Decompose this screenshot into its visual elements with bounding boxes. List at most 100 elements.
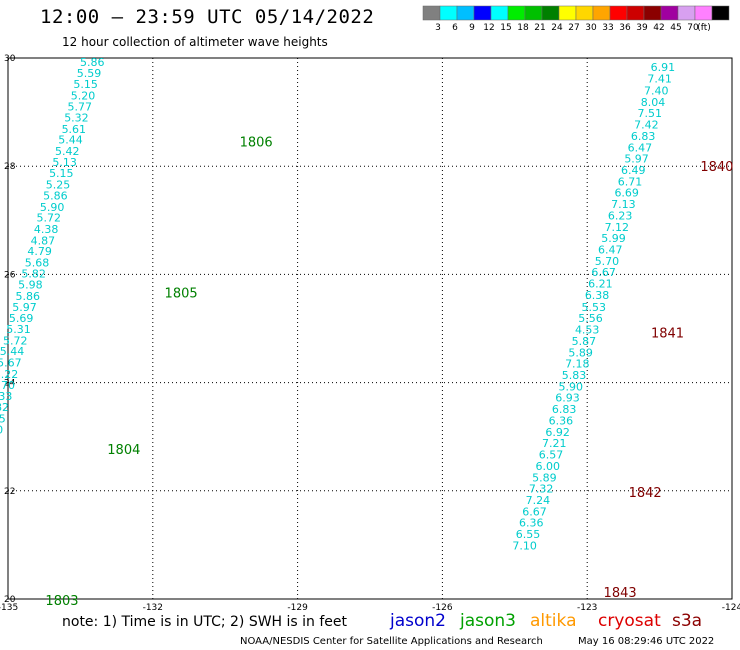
footer-timestamp: May 16 08:29:46 UTC 2022 [578, 636, 714, 647]
wave-height-value: 5.72 [37, 212, 62, 225]
colorbar-label: 12 [483, 23, 494, 33]
pass-time-label: 1843 [604, 586, 637, 601]
wave-height-value: 5.77 [67, 101, 92, 114]
wave-height-value: 6.83 [631, 130, 656, 143]
colorbar-label: 24 [551, 23, 563, 33]
y-tick-label: 20 [4, 595, 16, 605]
pass-time-label: 1840 [700, 160, 733, 175]
colorbar-label: 33 [602, 23, 613, 33]
colorbar-label: 18 [517, 23, 529, 33]
colorbar-swatch [439, 5, 458, 21]
footer-credit: NOAA/NESDIS Center for Satellite Applica… [240, 636, 543, 647]
colorbar-label: 21 [534, 23, 545, 33]
wave-height-value: 5.83 [562, 369, 587, 382]
wave-height-value: 6.83 [552, 403, 577, 416]
wave-height-value: 6.33 [0, 390, 12, 403]
wave-height-value: 6.00 [535, 460, 560, 473]
colorbar-label: 36 [619, 23, 631, 33]
wave-height-value: 4.53 [575, 324, 600, 337]
colorbar-swatch [558, 5, 577, 21]
wave-height-value: 5.89 [568, 346, 593, 359]
colorbar-swatch [694, 5, 713, 21]
pass-time-label: 1806 [240, 135, 273, 150]
x-tick-label: -126 [432, 603, 453, 613]
wave-height-value: 5.70 [0, 379, 15, 392]
y-tick-label: 28 [4, 162, 16, 172]
y-tick-label: 26 [4, 270, 16, 280]
satellite-legend-item: cryosat [598, 611, 661, 631]
pass-time-label: 1805 [165, 286, 198, 301]
wave-height-value: 5.31 [6, 323, 31, 336]
units-note: note: 1) Time is in UTC; 2) SWH is in fe… [62, 614, 348, 630]
wave-height-value: 5.90 [558, 380, 583, 393]
wave-height-value: 5.90 [40, 201, 65, 214]
colorbar-swatch [490, 5, 509, 21]
wave-height-value: 5.61 [62, 123, 87, 136]
y-tick-label: 22 [4, 487, 15, 497]
wave-height-value: 5.15 [73, 78, 98, 91]
wave-height-value: 7.21 [542, 437, 567, 450]
wave-height-value: 6.38 [585, 289, 610, 302]
wave-height-value: 5.99 [601, 232, 626, 245]
wave-height-value: 6.57 [539, 449, 564, 462]
wave-height-value: 6.69 [614, 187, 639, 200]
colorbar-swatch [541, 5, 560, 21]
wave-height-value: 5.25 [46, 179, 71, 192]
wave-height-value: 5.86 [80, 56, 105, 69]
wave-height-value: 5.97 [624, 153, 649, 166]
y-tick-label: 24 [4, 379, 16, 389]
wave-height-value: 6.22 [0, 368, 18, 381]
wave-height-value: 6.47 [598, 244, 623, 257]
wave-height-value: 6.00 [0, 424, 3, 437]
colorbar-label: (ft) [697, 23, 711, 33]
colorbar-swatch [422, 5, 441, 21]
wave-height-value: 5.82 [0, 401, 9, 414]
wave-height-value: 5.53 [582, 301, 607, 314]
wave-height-value: 5.89 [532, 471, 557, 484]
wave-height-value: 5.69 [9, 312, 34, 325]
wave-height-value: 5.44 [58, 134, 83, 147]
colorbar-label: 45 [670, 23, 681, 33]
wave-height-value: 7.24 [526, 494, 551, 507]
colorbar-label: 27 [568, 23, 579, 33]
wave-height-value: 7.13 [611, 198, 636, 211]
satellite-legend-item: jason3 [459, 611, 516, 631]
x-tick-label: -123 [577, 603, 597, 613]
wave-height-value: 6.55 [516, 528, 541, 541]
colorbar-swatch [677, 5, 696, 21]
wave-height-value: 6.47 [628, 141, 653, 154]
wave-height-value: 5.67 [0, 357, 22, 370]
wave-height-value: 7.32 [529, 483, 554, 496]
colorbar-swatch [643, 5, 662, 21]
wave-height-value: 6.49 [621, 164, 646, 177]
colorbar-swatch [524, 5, 543, 21]
pass-time-label: 1803 [45, 594, 78, 609]
colorbar-label: 15 [500, 23, 511, 33]
wave-height-value: 7.51 [637, 107, 662, 120]
x-tick-label: -132 [143, 603, 163, 613]
satellite-legend-item: altika [530, 611, 577, 631]
wave-height-value: 5.82 [21, 267, 46, 280]
wave-height-value: 6.71 [618, 175, 643, 188]
chart-subtitle: 12 hour collection of altimeter wave hei… [62, 35, 328, 49]
chart-title: 12:00 — 23:59 UTC 05/14/2022 [40, 6, 375, 28]
wave-height-value: 4.79 [27, 245, 52, 258]
wave-height-value: 6.36 [549, 414, 574, 427]
wave-height-value: 7.10 [512, 539, 537, 552]
wave-height-value: 5.68 [25, 256, 50, 269]
colorbar-swatch [575, 5, 594, 21]
wave-height-value: 7.42 [634, 119, 659, 132]
wave-height-value: 6.67 [522, 505, 547, 518]
colorbar-label: 3 [435, 23, 441, 33]
wave-height-value: 5.13 [52, 156, 77, 169]
pass-time-label: 1804 [107, 443, 140, 458]
pass-time-label: 1842 [629, 486, 662, 501]
wave-height-value: 5.87 [572, 335, 597, 348]
wave-height-value: 5.56 [578, 312, 603, 325]
wave-height-value: 5.86 [15, 290, 40, 303]
y-tick-label: 30 [4, 54, 16, 64]
wave-height-value: 6.67 [591, 266, 616, 279]
wave-height-value: 7.41 [647, 73, 672, 86]
wave-height-value: 5.59 [77, 67, 102, 80]
